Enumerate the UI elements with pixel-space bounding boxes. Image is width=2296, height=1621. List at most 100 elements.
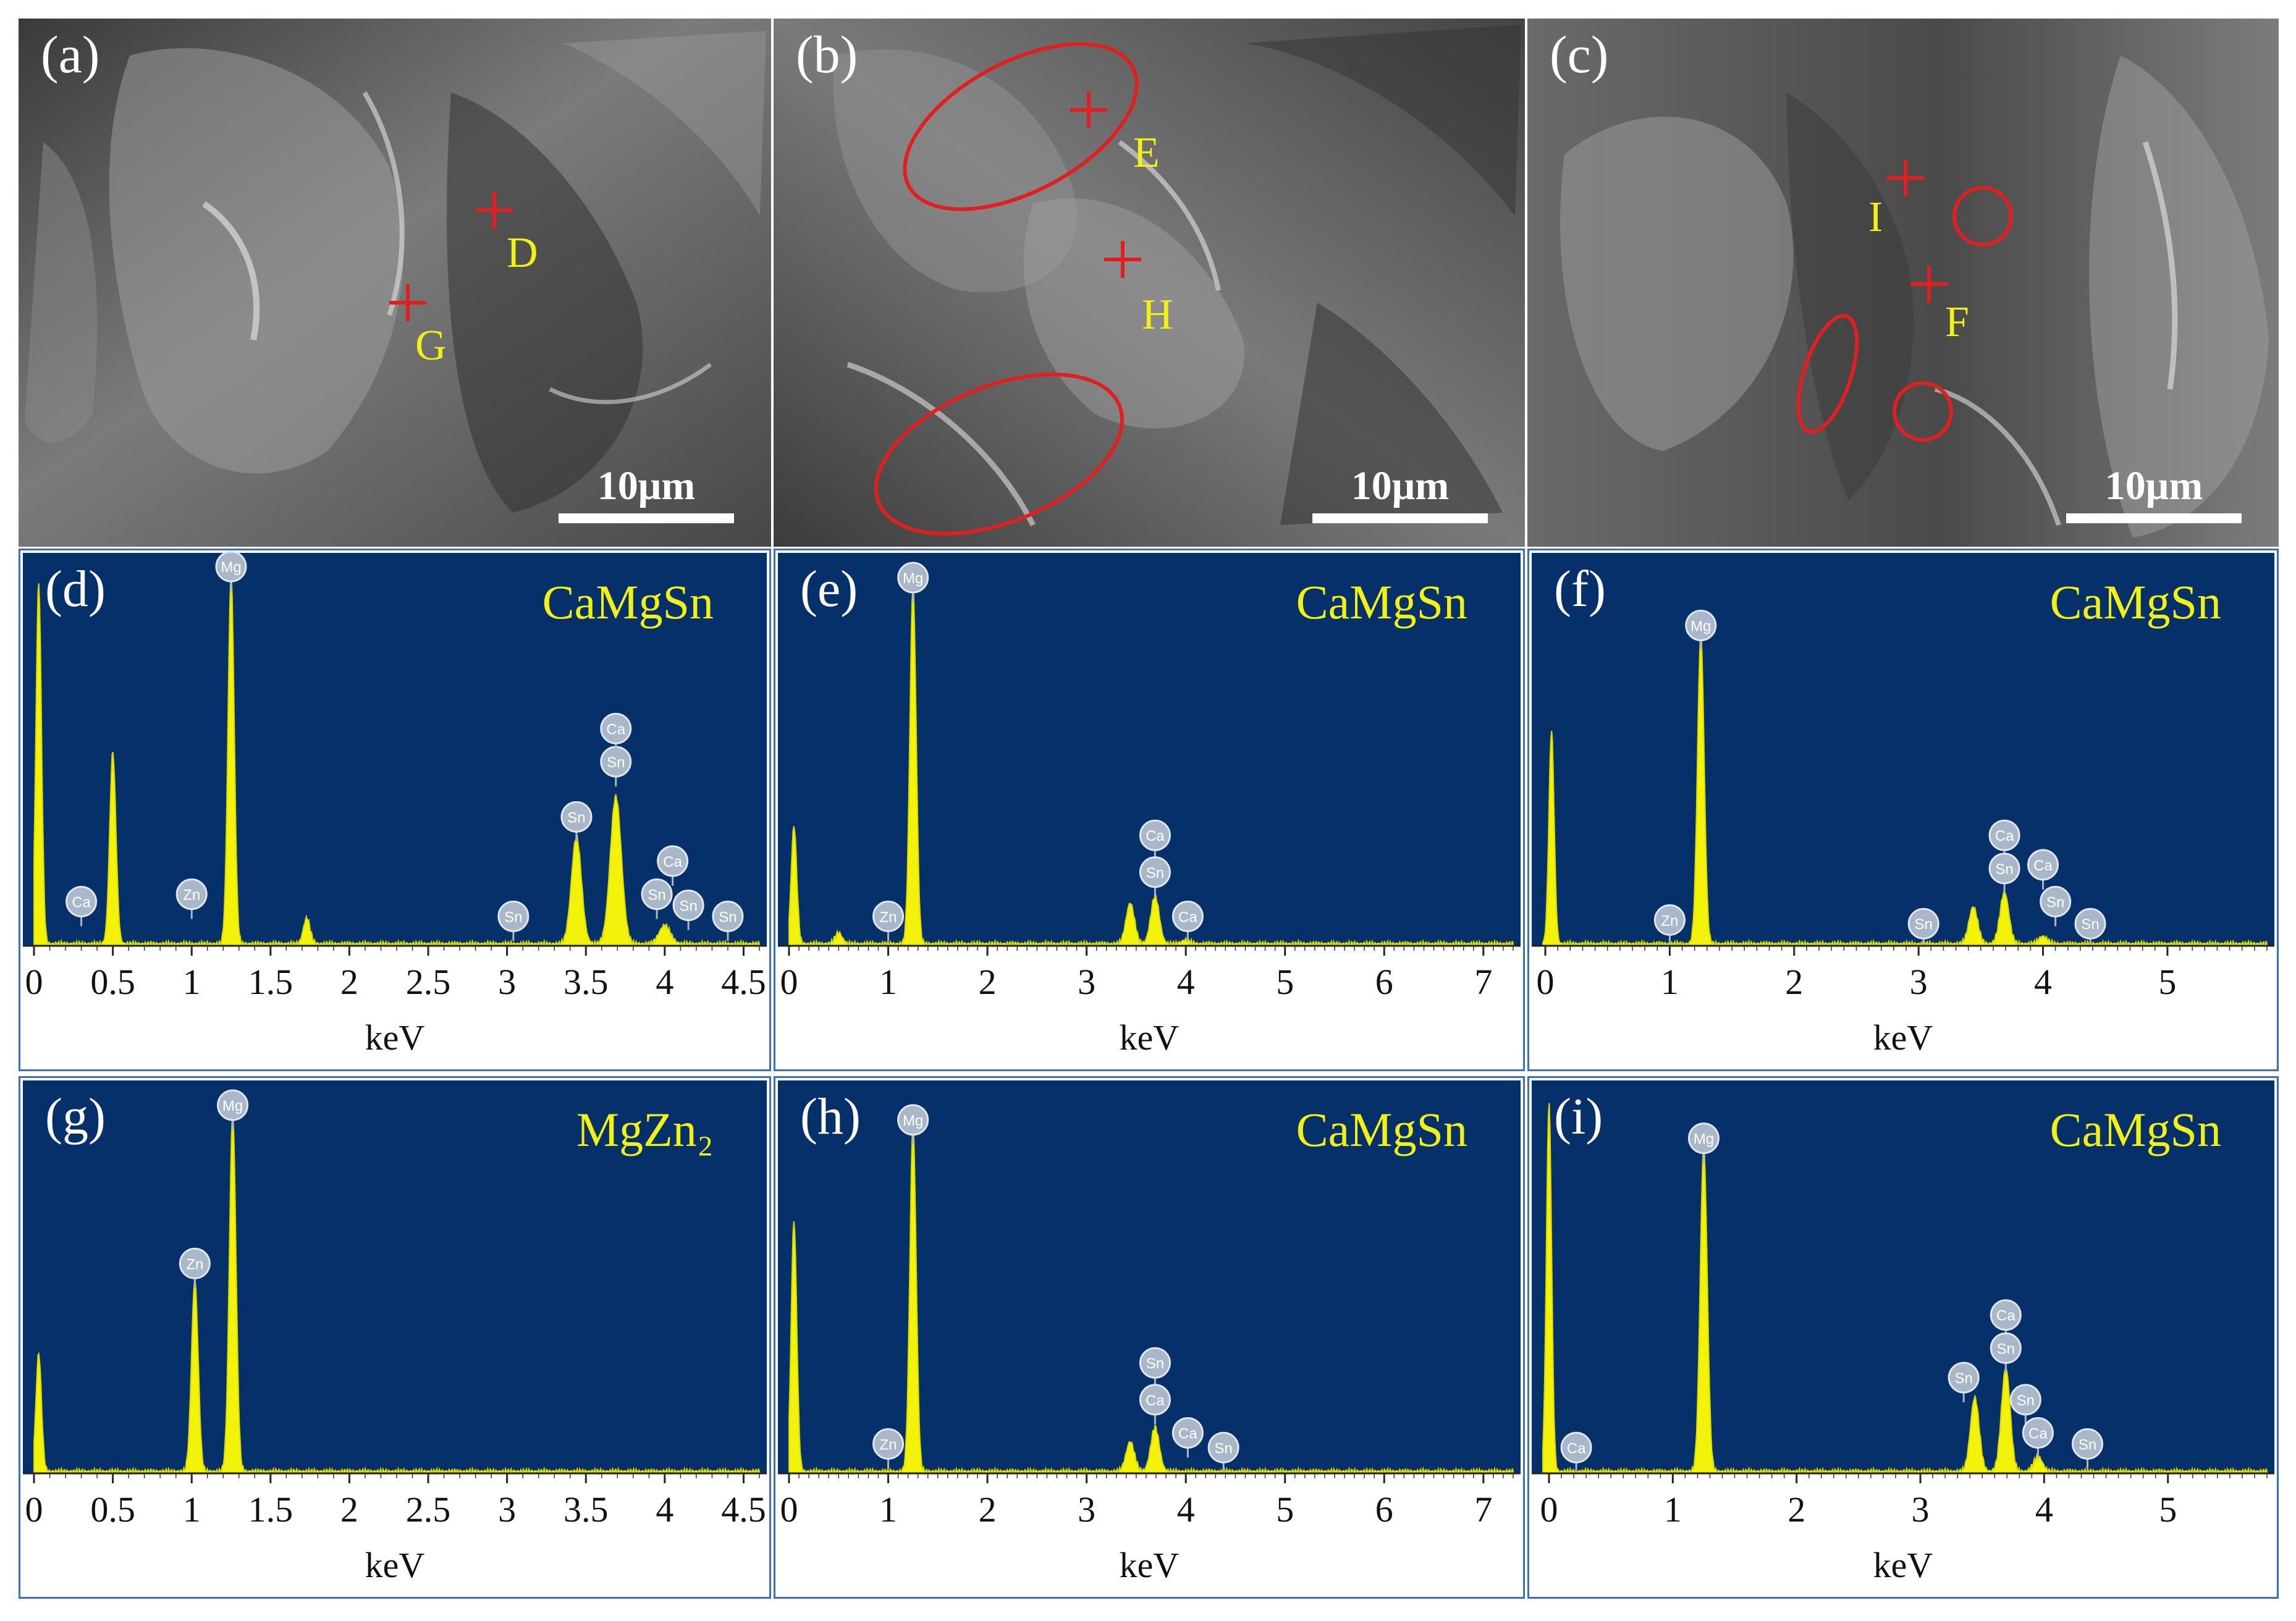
element-marker	[897, 1104, 929, 1136]
spectrum-area	[788, 1126, 1514, 1476]
element-marker-label: Sn	[2081, 916, 2099, 933]
element-marker-label: Sn	[607, 754, 625, 771]
x-tick-label: 4.5	[721, 962, 766, 1002]
spectrum-svg: Mg Ca Ca Sn Sn Sn Ca Sn 0 1 2 3 4 5 keV (i) CaMgSn	[1532, 1080, 2274, 1585]
element-marker	[1990, 1332, 2022, 1364]
eds-spectrum-h: Mg Zn Sn Ca Ca Sn 0 1 2 3 4 5 6 7 keV (h) CaMgSn	[774, 1076, 1525, 1599]
element-marker-label: Sn	[719, 909, 736, 925]
x-tick-label: 3	[1912, 1489, 1930, 1530]
element-marker	[1139, 856, 1171, 888]
element-marker	[672, 889, 704, 921]
spectrum-area	[33, 1114, 760, 1476]
x-tick-label: 6	[1375, 1489, 1393, 1530]
x-tick-label: 3.5	[563, 1489, 609, 1530]
element-marker	[560, 801, 593, 833]
element-marker-label: Sn	[1954, 1370, 1972, 1387]
spectrum-svg: Mg Zn Sn Ca Sn Ca Sn Sn 0 1 2 3 4 5 keV (f) CaMgSn	[1532, 553, 2274, 1058]
element-marker-label: Zn	[1661, 912, 1678, 929]
element-marker	[1988, 819, 2020, 851]
scale-bar-label: 10μm	[597, 463, 696, 508]
x-tick-label: 2	[1787, 1489, 1805, 1530]
plot-area	[23, 1080, 767, 1473]
element-marker-label: Sn	[2046, 894, 2064, 911]
x-tick-label: 0	[25, 962, 43, 1002]
element-marker	[641, 878, 673, 911]
x-tick-label: 3	[1910, 962, 1928, 1002]
element-marker	[217, 1089, 249, 1121]
phase-label: CaMgSn	[1296, 1103, 1467, 1156]
element-marker	[1139, 1347, 1171, 1379]
eds-spectrum-f: Mg Zn Sn Ca Sn Ca Sn Sn 0 1 2 3 4 5 keV (f) CaMgSn	[1527, 549, 2279, 1071]
spectrum-area	[1542, 1103, 2268, 1476]
element-marker-label: Ca	[72, 894, 91, 911]
scale-bar: 10μm	[559, 463, 734, 523]
plot-area	[1532, 553, 2274, 946]
x-tick-label: 6	[1375, 962, 1393, 1002]
element-marker	[2072, 1428, 2104, 1460]
marker-overlay	[1796, 159, 2013, 442]
point-label-h: H	[1142, 291, 1173, 339]
x-tick-label: 3	[1078, 1489, 1095, 1530]
scale-bar-line	[1312, 513, 1488, 523]
x-axis-label: keV	[1120, 1017, 1180, 1058]
element-marker	[2074, 907, 2106, 940]
x-tick-label: 1	[183, 962, 201, 1002]
x-tick-label: 0	[780, 1489, 798, 1530]
x-tick-label: 3.5	[563, 962, 609, 1002]
element-marker-label: Ca	[1995, 828, 2014, 844]
element-marker	[1139, 1384, 1171, 1416]
element-marker	[2009, 1384, 2041, 1416]
x-axis-label: keV	[1873, 1017, 1933, 1058]
panel-letter: (d)	[45, 560, 106, 618]
x-tick-label: 0	[25, 1489, 43, 1530]
element-marker-label: Ca	[1178, 909, 1197, 925]
element-marker	[1907, 907, 1939, 940]
element-marker-label: Mg	[222, 1098, 243, 1114]
eds-spectrum-e: Mg Zn Ca Sn Ca 0 1 2 3 4 5 6 7 keV (e) CaMgSn	[774, 549, 1525, 1071]
x-axis-label: keV	[1873, 1545, 1933, 1585]
marker-overlay	[389, 192, 513, 321]
element-marker-label: Sn	[648, 887, 665, 904]
element-marker-label: Ca	[1567, 1440, 1586, 1457]
x-tick-label: 5	[1276, 1489, 1294, 1530]
element-marker-label: Zn	[880, 909, 897, 925]
x-tick-label: 0.5	[90, 962, 135, 1002]
element-marker-label: Zn	[186, 1256, 203, 1273]
element-marker-label: Mg	[903, 1113, 923, 1129]
panel-letter: (c)	[1550, 25, 1609, 84]
x-tick-label: 1	[879, 962, 897, 1002]
x-tick-label: 4	[656, 962, 673, 1002]
sem-panel-a: (a) D G 10μm	[19, 19, 771, 547]
point-label-d: D	[507, 229, 538, 277]
phase-label: CaMgSn	[2050, 575, 2221, 629]
scale-bar: 10μm	[1312, 463, 1488, 523]
spectrum-area	[788, 587, 1514, 949]
scale-bar-label: 10μm	[1351, 463, 1450, 508]
element-marker-label: Ca	[606, 721, 625, 738]
x-tick-label: 1	[879, 1489, 897, 1530]
element-marker	[65, 885, 98, 917]
marker-overlay	[874, 42, 1141, 536]
element-marker	[2027, 849, 2059, 881]
x-tick-label: 4	[656, 1489, 673, 1530]
element-marker	[657, 845, 689, 877]
sem-panel-b: (b) E H 10μm	[774, 19, 1525, 547]
panel-letter: (e)	[800, 560, 858, 618]
point-label-e: E	[1133, 129, 1160, 177]
x-tick-label: 4	[1177, 962, 1195, 1002]
sem-texture	[1527, 19, 2279, 547]
x-tick-label: 3	[498, 962, 516, 1002]
x-tick-label: 7	[1474, 962, 1492, 1002]
x-tick-label: 1	[1664, 1489, 1682, 1530]
element-marker	[175, 878, 208, 911]
panel-letter: (i)	[1554, 1088, 1603, 1145]
x-tick-label: 5	[1276, 962, 1294, 1002]
element-marker-label: Sn	[2017, 1392, 2035, 1409]
panel-letter: (a)	[41, 25, 100, 84]
point-label-i: I	[1868, 193, 1883, 241]
element-marker	[1560, 1431, 1592, 1463]
element-marker-label: Mg	[1694, 1131, 1714, 1148]
element-marker	[1948, 1362, 1980, 1394]
phase-label: CaMgSn	[1296, 575, 1467, 629]
element-marker	[1990, 1299, 2022, 1331]
